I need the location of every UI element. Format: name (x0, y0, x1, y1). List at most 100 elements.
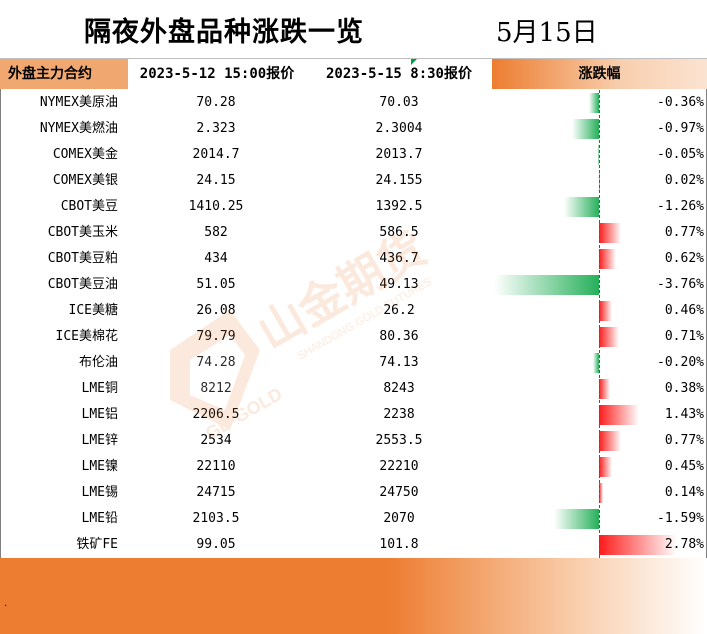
change-percent: 1.43% (664, 407, 704, 422)
change-percent: -1.59% (657, 511, 704, 526)
price-2023-5-12: 2206.5 (192, 407, 240, 422)
header-change: 涨跌幅 (492, 59, 707, 89)
table-row: NYMEX美燃油 2.323 2.3004 -0.97% (0, 116, 707, 142)
table-row: CBOT美豆油 51.05 49.13 -3.76% (0, 272, 707, 298)
change-percent: 2.78% (664, 537, 704, 552)
price-2023-5-12: 2.323 (196, 121, 236, 136)
price-2023-5-15: 22210 (379, 459, 419, 474)
price-2023-5-15: 26.2 (383, 303, 415, 318)
contract-name: CBOT美豆粕 (47, 251, 118, 266)
title-row: 隔夜外盘品种涨跌一览 5月15日 (0, 0, 707, 59)
change-percent: 0.62% (664, 251, 704, 266)
change-bar (599, 431, 621, 451)
change-bar (599, 379, 610, 399)
change-percent: 0.46% (664, 303, 704, 318)
change-percent: -1.26% (657, 199, 704, 214)
change-bar (597, 145, 599, 165)
price-2023-5-15: 2013.7 (375, 147, 423, 162)
contract-name: CBOT美豆 (60, 199, 118, 214)
footer-band: . (0, 558, 707, 634)
change-bar (588, 93, 599, 113)
change-bar (599, 483, 603, 503)
price-2023-5-15: 80.36 (379, 329, 419, 344)
contract-name: ICE美棉花 (55, 329, 118, 344)
table-row: LME锡 24715 24750 0.14% (0, 480, 707, 506)
change-percent: -0.20% (657, 355, 704, 370)
change-percent: -0.36% (657, 95, 704, 110)
change-bar (599, 301, 612, 321)
price-2023-5-15: 24750 (379, 485, 419, 500)
table-row: 布伦油 74.28 74.13 -0.20% (0, 350, 707, 376)
contract-name: COMEX美银 (52, 173, 118, 188)
change-percent: 0.77% (664, 433, 704, 448)
table-row: ICE美棉花 79.79 80.36 0.71% (0, 324, 707, 350)
price-2023-5-15: 70.03 (379, 95, 419, 110)
contract-name: 布伦油 (78, 355, 118, 370)
price-2023-5-12: 22110 (196, 459, 236, 474)
change-percent: 0.02% (664, 173, 704, 188)
price-2023-5-12: 2014.7 (192, 147, 240, 162)
contract-name: LME铜 (81, 381, 118, 396)
table-row: ICE美糖 26.08 26.2 0.46% (0, 298, 707, 324)
price-2023-5-12: 79.79 (196, 329, 236, 344)
header-contract: 外盘主力合约 (0, 59, 128, 89)
change-bar (599, 249, 617, 269)
change-percent: 0.38% (664, 381, 704, 396)
table-row: LME锌 2534 2553.5 0.77% (0, 428, 707, 454)
price-2023-5-15: 24.155 (375, 173, 423, 188)
price-2023-5-15: 1392.5 (375, 199, 423, 214)
price-2023-5-12: 70.28 (196, 95, 236, 110)
contract-name: LME铅 (81, 511, 118, 526)
price-2023-5-12: 2534 (200, 433, 232, 448)
price-2023-5-15: 101.8 (379, 537, 419, 552)
price-2023-5-12: 51.05 (196, 277, 236, 292)
table-row: LME铜 8212 8243 0.38% (0, 376, 707, 402)
price-2023-5-15: 586.5 (379, 225, 419, 240)
table-row: CBOT美豆粕 434 436.7 0.62% (0, 246, 707, 272)
table-row: LME镍 22110 22210 0.45% (0, 454, 707, 480)
price-2023-5-12: 582 (204, 225, 228, 240)
contract-name: LME锡 (81, 485, 118, 500)
table-row: LME铝 2206.5 2238 1.43% (0, 402, 707, 428)
bar-axis (599, 90, 600, 558)
price-2023-5-12: 26.08 (196, 303, 236, 318)
change-bar (493, 275, 599, 295)
change-bar (593, 353, 599, 373)
change-bar (563, 197, 599, 217)
table-row: NYMEX美原油 70.28 70.03 -0.36% (0, 90, 707, 116)
price-2023-5-12: 434 (204, 251, 228, 266)
contract-name: LME镍 (81, 459, 118, 474)
price-2023-5-15: 2.3004 (375, 121, 423, 136)
contract-name: NYMEX美原油 (39, 95, 118, 110)
table-row: CBOT美豆 1410.25 1392.5 -1.26% (0, 194, 707, 220)
price-2023-5-15: 74.13 (379, 355, 419, 370)
price-2023-5-12: 1410.25 (188, 199, 244, 214)
table-row: CBOT美玉米 582 586.5 0.77% (0, 220, 707, 246)
price-2023-5-12: 24.15 (196, 173, 236, 188)
report-date: 5月15日 (496, 18, 598, 48)
change-bar (571, 119, 599, 139)
contract-name: COMEX美金 (52, 147, 118, 162)
price-2023-5-12: 99.05 (196, 537, 236, 552)
change-bar (599, 457, 612, 477)
change-bar (599, 535, 677, 555)
price-2023-5-12: 2103.5 (192, 511, 240, 526)
change-bar (599, 405, 640, 425)
table-row: COMEX美金 2014.7 2013.7 -0.05% (0, 142, 707, 168)
change-bar (599, 327, 619, 347)
table-header: 外盘主力合约 2023-5-12 15:00报价 2023-5-15 8:30报… (0, 59, 707, 89)
table-row: 铁矿FE 99.05 101.8 2.78% (0, 532, 707, 558)
price-2023-5-15: 2553.5 (375, 433, 423, 448)
contract-name: LME铝 (81, 407, 118, 422)
footer-mark: . (4, 598, 8, 609)
change-percent: 0.14% (664, 485, 704, 500)
change-percent: -3.76% (657, 277, 704, 292)
table-row: LME铅 2103.5 2070 -1.59% (0, 506, 707, 532)
cell-comment-marker (411, 59, 417, 65)
price-2023-5-12: 24715 (196, 485, 236, 500)
change-percent: 0.77% (664, 225, 704, 240)
header-price2: 2023-5-15 8:30报价 (306, 59, 492, 89)
price-2023-5-12: 74.28 (196, 355, 236, 370)
change-bar (599, 223, 621, 243)
change-bar (554, 509, 599, 529)
